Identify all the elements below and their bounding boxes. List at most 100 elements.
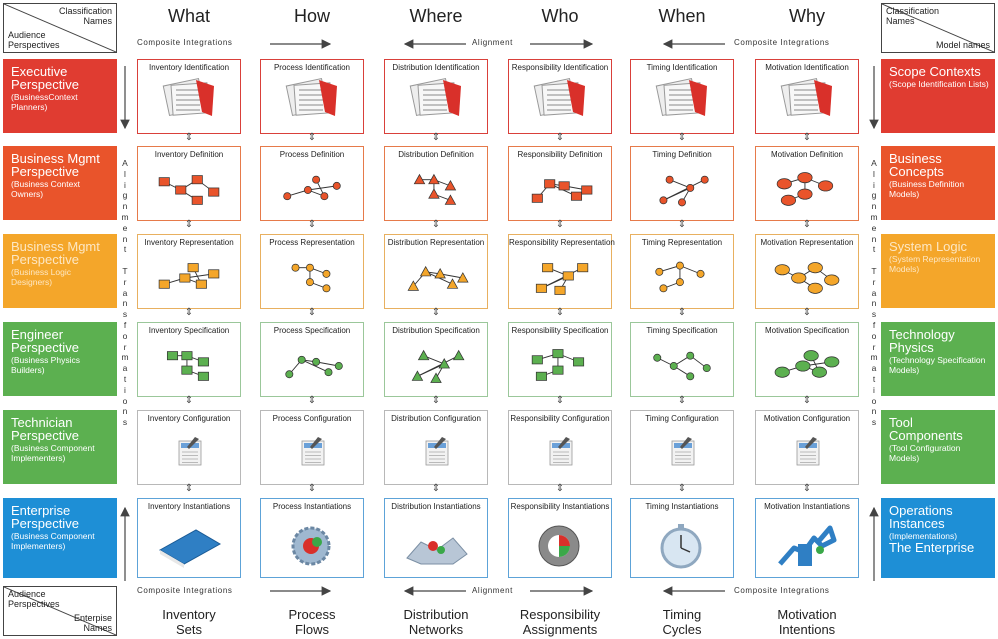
corner-diagonal — [882, 4, 994, 52]
cell-inventory-identification: Inventory Identification — [137, 59, 241, 134]
vertical-connector-icon: ⇕ — [184, 219, 194, 230]
column-heading-how: How — [293, 6, 330, 26]
cell-inventory-representation: Inventory Representation — [137, 234, 241, 309]
cell-title: Process Representation — [269, 238, 355, 247]
model-label-business-concepts: Business Concepts (Business Definition Mo… — [881, 146, 995, 220]
cell-title: Inventory Definition — [154, 150, 224, 159]
model-diagram-icon — [653, 351, 711, 381]
corner-tl-bottom-label: Audience Perspectives — [8, 30, 60, 50]
cell-title: Process Identification — [273, 63, 351, 72]
cell-distribution-configuration: Distribution Configuration — [384, 410, 488, 485]
cell-title: Timing Representation — [641, 238, 723, 247]
corner-bl-bottom-label: Enterpise Names — [73, 613, 112, 633]
cell-distribution-identification: Distribution Identification — [384, 59, 488, 134]
vertical-connector-icon: ⇕ — [307, 307, 317, 318]
cell-title: Timing Configuration — [645, 414, 719, 423]
cell-title: Responsibility Specification — [511, 326, 609, 335]
cell-motivation-representation: Motivation Representation — [755, 234, 859, 309]
cell-process-definition: Process Definition — [260, 146, 364, 221]
configuration-tool-icon — [301, 437, 325, 466]
model-diagram-icon — [413, 173, 457, 205]
alignment-label-top: Alignment — [472, 38, 513, 47]
cell-process-specification: Process Specification — [260, 322, 364, 397]
cell-responsibility-definition: Responsibility Definition — [508, 146, 612, 221]
column-heading-who: Who — [541, 6, 579, 26]
column-heading-why: Why — [789, 6, 825, 26]
composite-integrations-label-top-left: Composite Integrations — [137, 38, 233, 47]
vertical-connector-icon: ⇕ — [677, 219, 687, 230]
vertical-connector-icon: ⇕ — [184, 483, 194, 494]
corner-bl-top-label: Audience Perspectives — [8, 589, 60, 609]
model-diagram-icon — [531, 349, 585, 381]
vertical-connector-icon: ⇕ — [431, 219, 441, 230]
model-label-tool-components: Tool Components (Tool Configuration Model… — [881, 410, 995, 484]
cell-title: Timing Identification — [646, 63, 718, 72]
cell-title: Distribution Definition — [398, 150, 474, 159]
cell-motivation-configuration: Motivation Configuration — [755, 410, 859, 485]
cell-title: Responsibility Identification — [511, 63, 609, 72]
vertical-connector-icon: ⇕ — [802, 395, 812, 406]
vertical-connector-icon: ⇕ — [802, 219, 812, 230]
integration-arrows-bottom — [270, 586, 725, 596]
cell-title: Motivation Representation — [760, 238, 854, 247]
footer-distribution-networks: Distribution Networks — [403, 607, 469, 637]
corner-diagonal — [4, 587, 116, 635]
model-label-system-logic: System Logic (System Representation Model… — [881, 234, 995, 308]
cell-timing-definition: Timing Definition — [630, 146, 734, 221]
vertical-connector-icon: ⇕ — [555, 219, 565, 230]
left-vertical-arrows — [120, 66, 130, 581]
cell-responsibility-configuration: Responsibility Configuration — [508, 410, 612, 485]
cell-responsibility-identification: Responsibility Identification — [508, 59, 612, 134]
cell-motivation-identification: Motivation Identification — [755, 59, 859, 134]
composite-integrations-label-bottom-right: Composite Integrations — [734, 586, 830, 595]
model-diagram-icon — [166, 351, 209, 381]
model-diagram-icon — [407, 265, 469, 291]
cell-title: Distribution Identification — [392, 63, 480, 72]
vertical-connector-icon: ⇕ — [431, 132, 441, 143]
footer-inventory-sets: Inventory Sets — [162, 607, 216, 637]
cell-timing-identification: Timing Identification — [630, 59, 734, 134]
corner-diagonal — [4, 4, 116, 52]
perspective-label-technician: Technician Perspective (Business Componen… — [3, 410, 117, 484]
growth-arrow-icon — [778, 525, 837, 566]
corner-tr-top-label: Classification Names — [886, 6, 940, 26]
cell-title: Motivation Identification — [765, 63, 849, 72]
cell-title: Distribution Configuration — [391, 414, 481, 423]
cell-distribution-definition: Distribution Definition — [384, 146, 488, 221]
cell-title: Distribution Instantiations — [391, 502, 481, 511]
cell-title: Inventory Representation — [144, 238, 234, 247]
network-map-icon — [406, 537, 468, 565]
model-diagram-icon — [774, 350, 840, 378]
cell-title: Process Definition — [279, 150, 345, 159]
cell-title: Responsibility Definition — [517, 150, 603, 159]
document-stack-icon — [162, 77, 214, 117]
document-stack-icon — [409, 77, 461, 117]
vertical-connector-icon: ⇕ — [555, 132, 565, 143]
corner-tl-top-label: Classification Names — [58, 6, 112, 26]
model-diagram-icon — [659, 175, 709, 207]
cell-distribution-representation: Distribution Representation — [384, 234, 488, 309]
vertical-connector-icon: ⇕ — [677, 395, 687, 406]
cell-responsibility-instantiations: Responsibility Instantiations — [508, 498, 612, 578]
column-heading-what: What — [167, 6, 210, 26]
footer-timing-cycles: Timing Cycles — [662, 607, 702, 637]
configuration-tool-icon — [796, 437, 820, 466]
cell-responsibility-representation: Responsibility Representation — [508, 234, 615, 309]
vertical-connector-icon: ⇕ — [184, 395, 194, 406]
model-diagram-icon — [776, 172, 834, 206]
model-diagram-icon — [285, 355, 343, 379]
blueprint-book-icon — [158, 529, 222, 568]
cell-inventory-specification: Inventory Specification — [137, 322, 241, 397]
alignment-label-bottom: Alignment — [472, 586, 513, 595]
cell-inventory-definition: Inventory Definition — [137, 146, 241, 221]
vertical-connector-icon: ⇕ — [677, 483, 687, 494]
cell-title: Motivation Configuration — [763, 414, 851, 423]
corner-box-bottom-left: Audience Perspectives Enterpise Names — [3, 586, 117, 636]
corner-tr-bottom-label: Model names — [935, 40, 990, 50]
cell-title: Motivation Instantiations — [764, 502, 850, 511]
perspective-label-business-mgmt-designers: Business Mgmt Perspective (Business Logic… — [3, 234, 117, 308]
cell-motivation-specification: Motivation Specification — [755, 322, 859, 397]
cell-timing-representation: Timing Representation — [630, 234, 734, 309]
vertical-connector-icon: ⇕ — [555, 395, 565, 406]
